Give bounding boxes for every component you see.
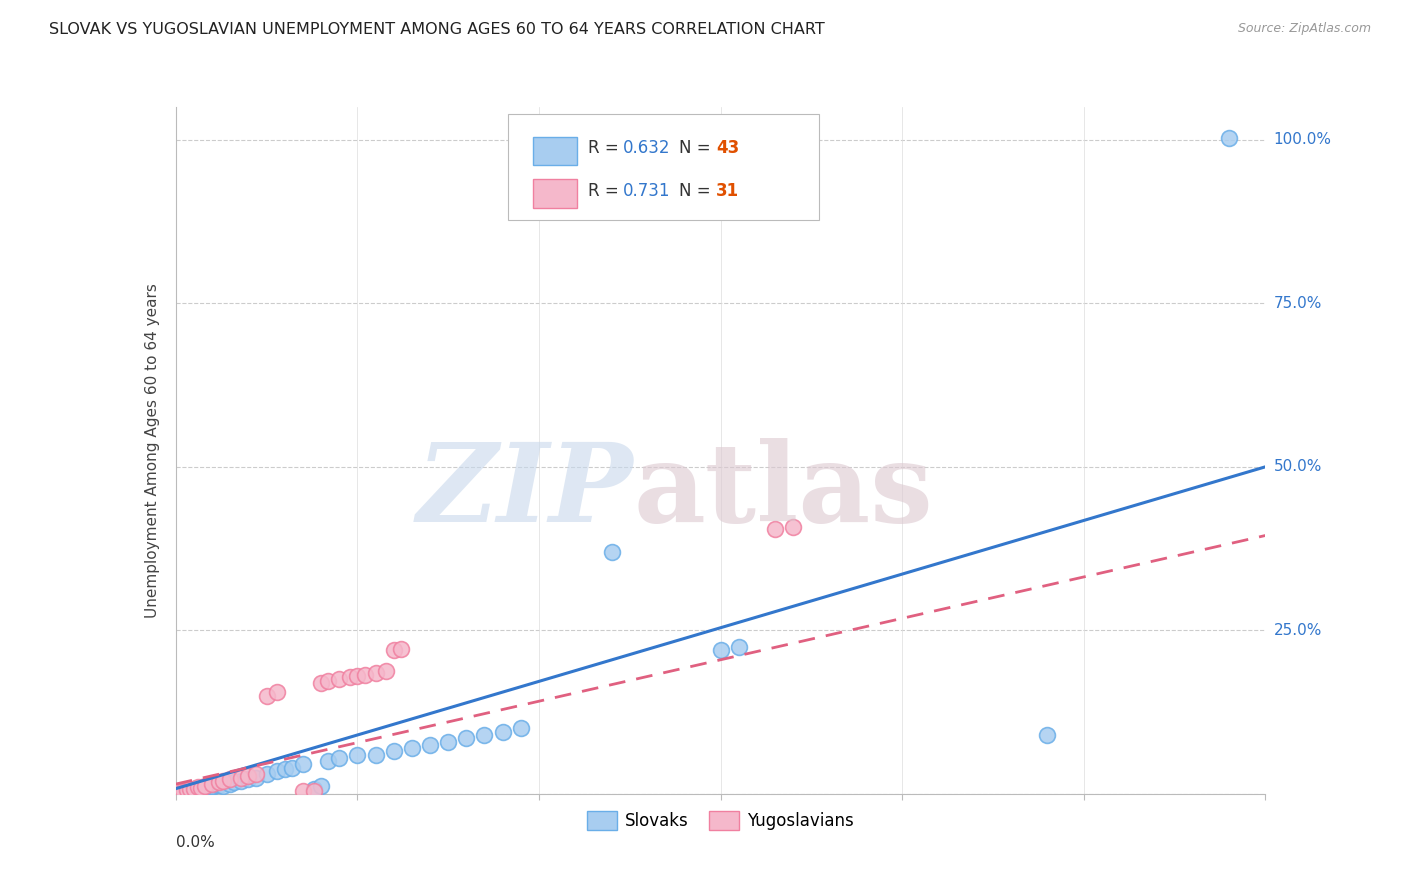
Point [194, 782, 217, 797]
Text: R =: R = [588, 182, 624, 200]
Point [600, 545, 623, 559]
Point [219, 777, 242, 791]
Point [256, 767, 278, 781]
Point [212, 773, 235, 788]
Point [172, 785, 194, 799]
Point [201, 777, 224, 791]
Point [245, 767, 267, 781]
Point [169, 784, 191, 798]
Point [309, 779, 332, 793]
Point [179, 782, 201, 797]
Point [172, 783, 194, 797]
Point [291, 757, 314, 772]
Point [437, 734, 460, 748]
Point [274, 762, 297, 776]
Point [318, 754, 340, 768]
Point [183, 781, 205, 796]
Point [474, 728, 496, 742]
Point [194, 779, 217, 793]
Point [238, 772, 260, 787]
Point [169, 784, 191, 798]
Point [266, 764, 288, 778]
Text: 50.0%: 50.0% [1274, 459, 1322, 475]
Point [375, 664, 398, 678]
Point [419, 738, 441, 752]
Text: 0.632: 0.632 [623, 139, 671, 157]
FancyBboxPatch shape [533, 136, 576, 165]
Point [201, 779, 224, 793]
Point [401, 741, 423, 756]
Point [201, 780, 224, 795]
Point [176, 784, 198, 798]
Point [179, 783, 201, 797]
Point [266, 685, 288, 699]
Point [782, 520, 804, 534]
Point [222, 775, 245, 789]
Point [763, 522, 786, 536]
Text: 75.0%: 75.0% [1274, 296, 1322, 310]
FancyBboxPatch shape [508, 114, 818, 220]
Text: Source: ZipAtlas.com: Source: ZipAtlas.com [1237, 22, 1371, 36]
Point [353, 668, 375, 682]
Point [183, 783, 205, 797]
Point [1036, 728, 1059, 742]
Point [219, 772, 242, 787]
Y-axis label: Unemployment Among Ages 60 to 64 years: Unemployment Among Ages 60 to 64 years [145, 283, 160, 618]
Text: 0.0%: 0.0% [176, 835, 215, 850]
Point [186, 782, 209, 797]
Text: ZIP: ZIP [416, 438, 633, 545]
Point [382, 643, 405, 657]
Point [190, 783, 212, 797]
Text: N =: N = [679, 182, 716, 200]
Point [208, 775, 231, 789]
Point [245, 771, 267, 785]
Point [238, 768, 260, 782]
Point [509, 722, 531, 736]
Point [302, 783, 325, 797]
Point [328, 673, 350, 687]
Text: N =: N = [679, 139, 716, 157]
Point [231, 773, 253, 788]
Text: 31: 31 [716, 182, 740, 200]
Point [328, 751, 350, 765]
Point [492, 724, 515, 739]
Point [291, 783, 314, 797]
Point [197, 781, 219, 796]
Point [346, 669, 368, 683]
Point [318, 674, 340, 689]
Point [339, 670, 361, 684]
Point [212, 779, 235, 793]
Text: 100.0%: 100.0% [1274, 132, 1331, 147]
Point [364, 747, 387, 762]
Legend: Slovaks, Yugoslavians: Slovaks, Yugoslavians [581, 805, 860, 837]
Text: atlas: atlas [633, 438, 934, 545]
Text: SLOVAK VS YUGOSLAVIAN UNEMPLOYMENT AMONG AGES 60 TO 64 YEARS CORRELATION CHART: SLOVAK VS YUGOSLAVIAN UNEMPLOYMENT AMONG… [49, 22, 825, 37]
Point [186, 780, 209, 795]
Point [256, 689, 278, 703]
Point [190, 780, 212, 795]
Point [1218, 131, 1240, 145]
Point [710, 643, 733, 657]
Point [364, 665, 387, 680]
Text: 0.731: 0.731 [623, 182, 671, 200]
Text: R =: R = [588, 139, 624, 157]
Point [281, 761, 304, 775]
Point [208, 778, 231, 792]
Point [302, 781, 325, 796]
Point [176, 783, 198, 797]
Text: 25.0%: 25.0% [1274, 623, 1322, 638]
Point [456, 731, 478, 746]
FancyBboxPatch shape [533, 179, 576, 208]
Point [309, 675, 332, 690]
Point [231, 771, 253, 785]
Point [389, 641, 412, 656]
Point [346, 747, 368, 762]
Text: 43: 43 [716, 139, 740, 157]
Point [382, 744, 405, 758]
Point [183, 781, 205, 796]
Point [727, 640, 749, 654]
